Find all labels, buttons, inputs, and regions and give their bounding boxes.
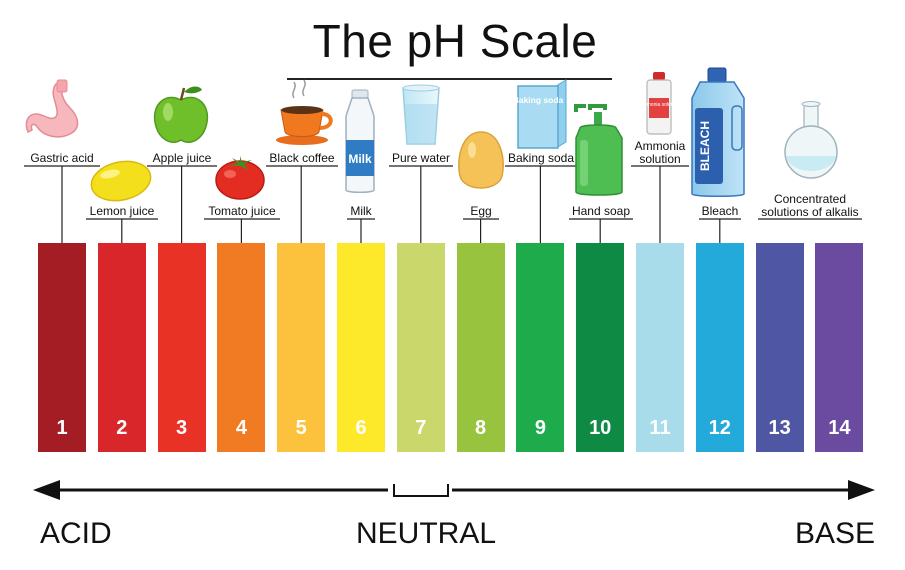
ph-value-11: 11	[649, 417, 671, 439]
label-ammonia-solution: Ammonia solution	[634, 139, 686, 166]
ph-value-3: 3	[176, 417, 188, 439]
ph-value-5: 5	[295, 417, 307, 439]
lemon-icon	[90, 160, 152, 202]
ph-value-4: 4	[235, 417, 247, 439]
label-apple-juice: Apple juice	[152, 151, 212, 165]
ph-bar-5: 5	[277, 243, 326, 452]
base-label: BASE	[795, 517, 876, 550]
neutral-label: NEUTRAL	[356, 517, 497, 550]
neutral-bracket	[393, 484, 449, 497]
hand-soap-bottle-icon	[574, 104, 623, 196]
label-egg: Egg	[470, 204, 492, 218]
label-black-coffee: Black coffee	[269, 151, 335, 165]
ph-value-10: 10	[589, 417, 612, 439]
ph-bar-7: 7	[396, 243, 445, 452]
ph-bar-3: 3	[157, 243, 206, 452]
baking-soda-label-text: Baking soda	[513, 95, 564, 105]
bleach-bottle-icon: BLEACH	[691, 67, 745, 197]
ph-bar-14: 14	[815, 243, 864, 452]
stomach-icon	[25, 79, 79, 138]
right-arrowhead-icon	[848, 480, 875, 500]
ammonia-bottle-icon: Ammonia solution	[639, 72, 679, 135]
title-underline	[287, 78, 612, 80]
ph-value-9: 9	[534, 417, 546, 439]
ph-value-7: 7	[415, 417, 427, 439]
egg-icon	[458, 131, 504, 189]
left-arrowhead-icon	[33, 480, 60, 500]
ph-bar-4: 4	[217, 243, 266, 452]
ph-bar-9: 9	[516, 243, 565, 452]
ammonia-label-text: Ammonia solution	[639, 102, 679, 108]
ph-bar-12: 12	[695, 243, 744, 452]
ph-bar-1: 1	[38, 243, 86, 452]
label-pure-water: Pure water	[391, 151, 451, 165]
ph-value-2: 2	[116, 417, 128, 439]
acid-base-axis	[33, 480, 875, 500]
label-tomato-juice: Tomato juice	[208, 204, 276, 218]
label-baking-soda: Baking soda	[507, 151, 575, 165]
milk-label-text: Milk	[348, 152, 372, 166]
apple-icon	[153, 86, 209, 143]
label-gastric-acid: Gastric acid	[30, 151, 94, 165]
label-bleach: Bleach	[701, 204, 739, 218]
ph-value-13: 13	[768, 417, 791, 439]
ph-bar-11: 11	[636, 243, 684, 452]
page-title: The pH Scale	[312, 15, 598, 67]
ph-bar-13: 13	[755, 243, 804, 452]
label-hand-soap: Hand soap	[571, 204, 631, 218]
label-milk: Milk	[350, 204, 372, 218]
flask-icon	[784, 101, 838, 179]
ph-value-8: 8	[475, 417, 487, 439]
ph-value-14: 14	[828, 417, 851, 439]
ph-bar-8: 8	[456, 243, 505, 452]
ph-value-12: 12	[708, 417, 731, 439]
label-concentrated-solutions-of-alkalis: Concentrated solutions of alkalis	[761, 192, 859, 219]
ph-bar-2: 2	[97, 243, 146, 452]
ph-value-6: 6	[355, 417, 367, 439]
ph-bar-10: 10	[576, 243, 625, 452]
milk-bottle-icon: Milk	[345, 89, 375, 193]
tomato-icon	[215, 156, 265, 200]
acid-label: ACID	[40, 517, 112, 550]
ph-bar-6: 6	[337, 243, 385, 452]
label-lemon-juice: Lemon juice	[89, 204, 155, 218]
water-glass-icon	[402, 84, 440, 145]
coffee-cup-icon	[276, 79, 333, 145]
bleach-label-text: BLEACH	[698, 121, 712, 171]
ph-value-1: 1	[56, 417, 68, 439]
baking-soda-box-icon: Baking soda	[513, 79, 567, 149]
